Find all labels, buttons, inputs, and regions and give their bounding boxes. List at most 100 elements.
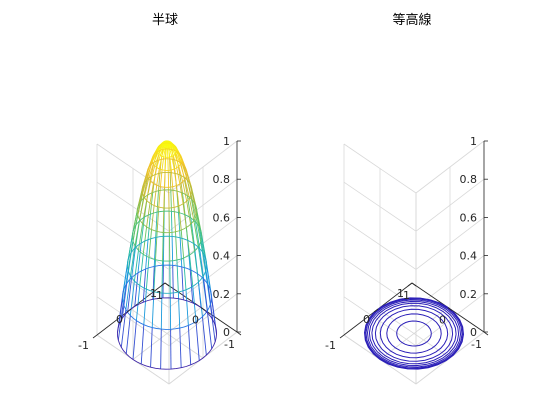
mesh-spoke-segment — [185, 227, 191, 256]
mesh-spoke-segment — [156, 155, 161, 168]
mesh-spoke-segment — [190, 194, 197, 217]
mesh-spoke-segment — [143, 289, 147, 325]
mesh-spoke-segment — [120, 309, 127, 348]
mesh-spoke-segment — [182, 181, 188, 202]
mesh-spoke-segment — [153, 259, 156, 292]
contour-line — [366, 299, 462, 368]
mesh-spoke-segment — [148, 163, 154, 179]
mesh-spoke-segment — [147, 214, 151, 240]
mesh-spoke-segment — [137, 243, 142, 273]
mesh-spoke-segment — [179, 237, 183, 267]
mesh-spoke-segment — [163, 187, 165, 208]
z-tick-label: 0.6 — [213, 211, 231, 224]
hemisphere-title: 半球 — [152, 13, 178, 28]
mesh-spoke-segment — [182, 203, 187, 228]
mesh-spoke-segment — [151, 149, 158, 160]
mesh-spoke-segment — [151, 205, 155, 230]
grid-line — [379, 307, 449, 360]
y-tick-label: 0 — [192, 314, 199, 327]
mesh-spoke-segment — [153, 185, 158, 206]
mesh-spoke-segment — [150, 327, 153, 368]
x-tick-label: -1 — [325, 339, 336, 352]
mesh-spoke-segment — [156, 207, 160, 232]
z-tick-label: 0.8 — [213, 173, 231, 186]
mesh-spoke-segment — [173, 159, 176, 174]
mesh-spoke-segment — [173, 155, 178, 168]
mesh-spoke-segment — [181, 266, 184, 300]
mesh-spoke-segment — [194, 251, 199, 283]
x-tick-mark — [407, 282, 413, 287]
mesh-spoke-segment — [158, 156, 163, 169]
mesh-spoke-segment — [158, 186, 161, 208]
mesh-ring — [151, 148, 183, 171]
mesh-spoke-segment — [170, 146, 176, 155]
y-tick-label: 1 — [403, 289, 410, 302]
mesh-spoke-segment — [201, 316, 207, 356]
mesh-spoke-segment — [140, 217, 145, 244]
mesh-spoke-segment — [187, 325, 192, 365]
mesh-spoke-segment — [178, 166, 184, 182]
grid-line — [132, 307, 202, 360]
mesh-spoke-segment — [177, 292, 181, 329]
x-tick-label: 0 — [363, 313, 370, 326]
mesh-spoke-segment — [189, 183, 195, 204]
mesh-spoke-segment — [164, 157, 167, 171]
mesh-spoke-segment — [178, 212, 181, 238]
z-tick-label: 1 — [223, 135, 230, 148]
mesh-spoke-segment — [171, 144, 178, 151]
mesh-spoke-segment — [122, 269, 129, 304]
y-tick-label: -1 — [224, 338, 235, 351]
mesh-spoke-segment — [150, 165, 156, 182]
mesh-spoke-segment — [178, 153, 184, 166]
y-tick-mark — [164, 282, 170, 287]
mesh-spoke-segment — [153, 237, 157, 267]
mesh-spoke-segment — [189, 255, 194, 287]
mesh-spoke-segment — [140, 324, 145, 365]
contour-lines — [363, 297, 465, 370]
y-tick-label: -1 — [471, 338, 482, 351]
mesh-spoke-segment — [139, 254, 144, 286]
mesh-spoke-segment — [152, 167, 158, 184]
mesh-spoke-segment — [184, 179, 190, 198]
y-tick-mark — [483, 331, 489, 336]
z-tick-label: 0.4 — [213, 250, 231, 263]
mesh-spoke-segment — [171, 145, 177, 154]
mesh-ring — [131, 210, 203, 262]
mesh-spoke-segment — [180, 230, 185, 259]
z-tick-label: 0.2 — [460, 288, 478, 301]
mesh-spoke-segment — [145, 239, 149, 270]
mesh-spoke-segment — [131, 247, 136, 278]
mesh-spoke-segment — [162, 207, 165, 233]
mesh-spoke-segment — [203, 278, 209, 314]
mesh-spoke-segment — [157, 145, 163, 154]
mesh-spoke-segment — [135, 285, 141, 321]
y-tick-label: 0 — [439, 314, 446, 327]
mesh-spoke-segment — [129, 245, 136, 276]
mesh-spoke-segment — [195, 221, 201, 249]
mesh-spoke-segment — [134, 219, 141, 246]
mesh-spoke-segment — [127, 277, 133, 312]
mesh-ring — [136, 189, 198, 234]
x-tick-label: 0 — [116, 313, 123, 326]
contour-line — [379, 308, 449, 359]
mesh-ring — [141, 171, 193, 209]
contour-line — [368, 300, 460, 367]
mesh-spoke-segment — [179, 327, 182, 368]
x-tick-mark — [339, 334, 345, 339]
mesh-spoke-segment — [155, 231, 158, 260]
mesh-spoke-segment — [132, 215, 139, 241]
mesh-spoke-segment — [154, 154, 160, 166]
mesh-spoke-segment — [183, 257, 187, 290]
y-tick-mark — [411, 282, 417, 287]
mesh-spoke-segment — [129, 280, 135, 316]
mesh-spoke-segment — [179, 183, 184, 204]
x-tick-mark — [160, 282, 166, 287]
mesh-spoke-segment — [160, 293, 163, 330]
mesh-spoke-segment — [159, 146, 165, 156]
mesh-spoke-segment — [151, 291, 155, 328]
mesh-spoke-segment — [125, 275, 131, 310]
mesh-spoke-segment — [169, 146, 174, 156]
mesh-spoke-segment — [137, 193, 144, 216]
z-tick-label: 1 — [470, 135, 477, 148]
